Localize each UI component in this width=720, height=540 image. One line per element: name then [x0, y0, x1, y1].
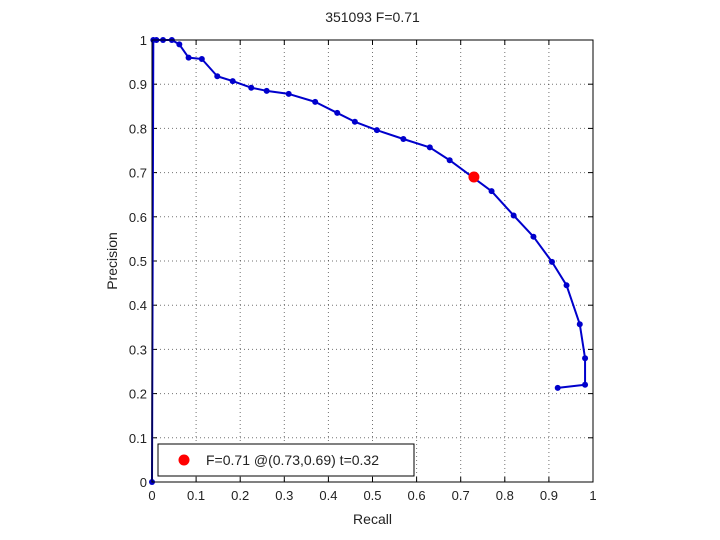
pr-curve-point: [229, 78, 236, 85]
y-tick-label: 0.5: [129, 254, 147, 269]
pr-curve-point: [400, 136, 407, 143]
pr-curve-point: [214, 73, 221, 80]
y-tick-label: 0.3: [129, 342, 147, 357]
pr-curve-point: [176, 41, 183, 48]
pr-curve-point: [285, 90, 292, 97]
x-tick-label: 0.2: [231, 488, 249, 503]
pr-curve-point: [312, 98, 319, 105]
pr-curve-point: [373, 127, 380, 134]
x-tick-label: 0.4: [319, 488, 337, 503]
pr-curve-point: [185, 54, 192, 61]
pr-curve-point: [426, 144, 433, 151]
y-tick-label: 1: [140, 33, 147, 48]
x-tick-label: 0.3: [275, 488, 293, 503]
y-tick-label: 0.6: [129, 210, 147, 225]
x-tick-label: 0.6: [408, 488, 426, 503]
legend-box: [157, 443, 415, 477]
pr-curve-point: [582, 381, 589, 388]
x-axis-title: Recall: [353, 511, 392, 527]
pr-curve-point: [554, 384, 561, 391]
y-tick-label: 0.4: [129, 298, 147, 313]
y-tick-label: 0.7: [129, 166, 147, 181]
pr-curve-point: [263, 87, 270, 94]
x-tick-label: 0: [148, 488, 155, 503]
x-tick-label: 0.7: [452, 488, 470, 503]
x-tick-label: 0.1: [187, 488, 205, 503]
legend-marker-best-point: [178, 454, 190, 466]
legend-entry-best-point: F=0.71 @(0.73,0.69) t=0.32: [206, 452, 379, 468]
y-tick-label: 0: [140, 475, 147, 490]
pr-curve-point: [576, 321, 583, 328]
y-tick-label: 0.2: [129, 387, 147, 402]
y-axis-title: Precision: [104, 232, 120, 290]
y-tick-label: 0.1: [129, 431, 147, 446]
y-tick-label: 0.9: [129, 77, 147, 92]
x-tick-label: 0.5: [363, 488, 381, 503]
plot-frame: [151, 39, 594, 483]
grid-lines: [152, 40, 593, 482]
x-tick-label: 0.8: [496, 488, 514, 503]
pr-curve-point: [582, 355, 589, 362]
x-tick-label: 1: [589, 488, 596, 503]
pr-curve-point: [488, 188, 495, 195]
chart-title: 351093 F=0.71: [325, 9, 420, 25]
y-tick-label: 0.8: [129, 121, 147, 136]
pr-curve-point: [248, 84, 255, 91]
axis-ticks: 0 0.1 0.2 0.3 0.4 0.5 0.6 0.7 0.8 0.9 1 0 0.1 0.2 0.3 0…: [129, 33, 597, 503]
best-f-point: [468, 171, 480, 183]
legend: F=0.71 @(0.73,0.69) t=0.32: [157, 443, 415, 477]
pr-curve-point: [351, 118, 358, 125]
pr-curve-point: [548, 258, 555, 265]
pr-curve-point: [530, 233, 537, 240]
pr-curve-point: [563, 282, 570, 289]
pr-curve-point: [334, 109, 341, 116]
pr-curve-point: [198, 56, 205, 63]
pr-curve-point: [510, 212, 517, 219]
pr-curve-point: [446, 157, 453, 164]
series-layer: [149, 37, 589, 485]
x-tick-label: 0.9: [540, 488, 558, 503]
